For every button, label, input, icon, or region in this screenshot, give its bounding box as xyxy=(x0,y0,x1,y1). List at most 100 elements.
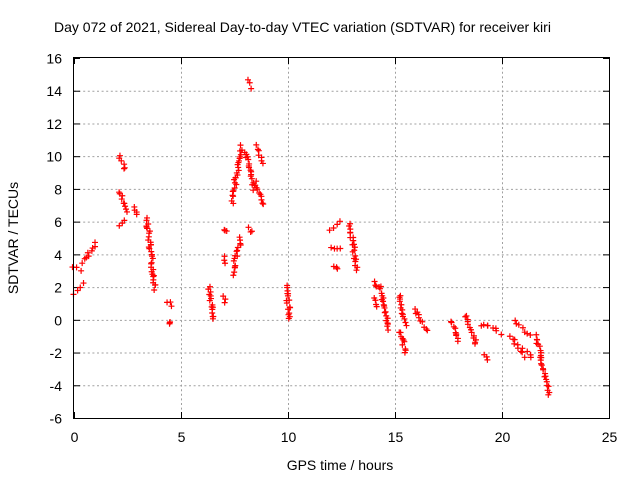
data-point xyxy=(121,217,128,224)
data-point xyxy=(372,282,379,289)
y-tick-label: -4 xyxy=(50,378,63,394)
data-point xyxy=(484,356,491,363)
data-point xyxy=(415,314,422,321)
data-point xyxy=(524,348,531,355)
y-tick-label: 6 xyxy=(54,214,62,230)
y-tick-label: 10 xyxy=(46,149,62,165)
data-point xyxy=(423,326,430,333)
data-point xyxy=(245,224,252,231)
data-point xyxy=(515,321,522,328)
data-point xyxy=(206,297,213,304)
data-point xyxy=(145,233,152,240)
data-point xyxy=(519,324,526,331)
data-series-arc xyxy=(396,329,409,356)
data-point xyxy=(248,85,255,92)
data-point xyxy=(74,287,81,294)
data-point xyxy=(527,354,534,361)
data-series-arc xyxy=(330,263,341,272)
data-point xyxy=(506,333,513,340)
data-point xyxy=(468,329,475,336)
data-point xyxy=(352,252,359,259)
y-tick-label: 8 xyxy=(54,181,62,197)
data-point xyxy=(79,260,86,267)
data-point xyxy=(463,312,470,319)
data-series-arc xyxy=(412,310,431,334)
data-point xyxy=(346,222,353,229)
data-point xyxy=(328,244,335,251)
plot-frame xyxy=(73,57,610,419)
data-point xyxy=(419,318,426,325)
data-point xyxy=(381,309,388,316)
data-points xyxy=(69,76,553,398)
data-point xyxy=(259,200,266,207)
data-point xyxy=(232,262,239,269)
data-point xyxy=(349,248,356,255)
data-point xyxy=(209,315,216,322)
data-point xyxy=(248,175,255,182)
data-point xyxy=(527,331,534,338)
data-point xyxy=(143,217,150,224)
data-point xyxy=(221,299,228,306)
data-point xyxy=(253,178,260,185)
data-point xyxy=(334,265,341,272)
data-series-arc xyxy=(283,282,294,322)
data-point xyxy=(448,319,455,326)
data-point xyxy=(350,237,357,244)
x-tick-label: 10 xyxy=(281,429,297,445)
data-point xyxy=(464,321,471,328)
data-point xyxy=(231,185,238,192)
y-tick-label: 2 xyxy=(54,280,62,296)
data-point xyxy=(250,187,257,194)
data-point xyxy=(350,241,357,248)
data-point xyxy=(337,245,344,252)
y-tick-label: 14 xyxy=(46,83,62,99)
data-point xyxy=(412,306,419,313)
data-point xyxy=(230,272,237,279)
data-point xyxy=(540,366,547,373)
data-point xyxy=(524,330,531,337)
data-point xyxy=(453,332,460,339)
data-series-arc xyxy=(131,203,140,218)
data-point xyxy=(236,234,243,241)
data-point xyxy=(403,322,410,329)
data-series-arc xyxy=(462,312,479,347)
data-point xyxy=(85,253,92,260)
data-point xyxy=(168,303,175,310)
data-point xyxy=(424,327,431,334)
data-point xyxy=(377,285,384,292)
x-tick-label: 5 xyxy=(178,429,186,445)
data-point xyxy=(260,201,267,208)
data-point xyxy=(149,255,156,262)
y-tick-label: 4 xyxy=(54,247,62,263)
data-point xyxy=(334,221,341,228)
data-series-arc xyxy=(69,264,85,274)
data-point xyxy=(354,264,361,271)
data-point xyxy=(92,239,99,246)
data-series-arc xyxy=(484,322,505,338)
data-point xyxy=(77,284,84,291)
data-series-arc xyxy=(143,214,159,293)
data-series-arc xyxy=(220,293,229,306)
data-point xyxy=(234,247,241,254)
y-axis-label: SDTVAR / TECUs xyxy=(5,182,21,294)
x-tick-label: 25 xyxy=(602,429,618,445)
data-series-arc xyxy=(205,283,217,322)
data-point xyxy=(538,362,545,369)
data-series-arc xyxy=(512,317,534,338)
data-point xyxy=(398,310,405,317)
data-point xyxy=(148,248,155,255)
data-point xyxy=(221,257,228,264)
data-point xyxy=(401,349,408,356)
data-point xyxy=(401,315,408,322)
data-point xyxy=(399,341,406,348)
data-point xyxy=(545,383,552,390)
x-tick-label: 20 xyxy=(495,429,511,445)
data-series-arc xyxy=(116,152,128,172)
data-point xyxy=(166,320,173,327)
data-point xyxy=(285,306,292,313)
data-point xyxy=(285,315,292,322)
y-tick-label: -6 xyxy=(50,411,63,427)
x-tick-label: 0 xyxy=(71,429,79,445)
data-series-arc xyxy=(166,319,174,327)
